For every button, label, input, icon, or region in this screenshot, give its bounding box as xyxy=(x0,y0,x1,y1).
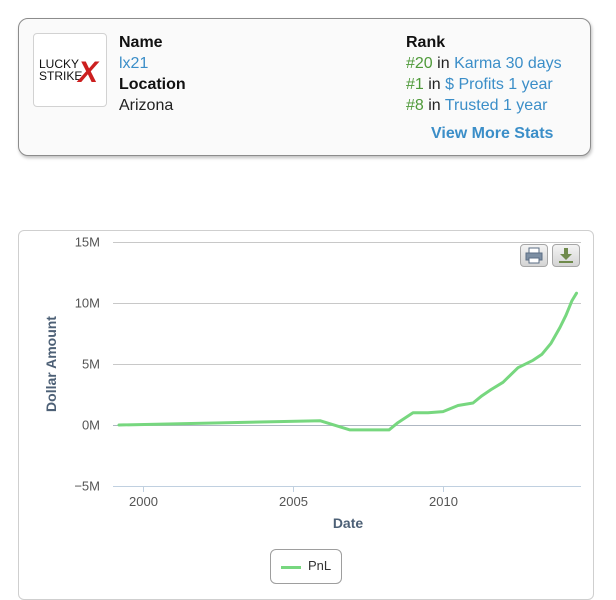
name-label: Name xyxy=(119,34,163,51)
rank-number: #20 xyxy=(406,55,433,72)
rank-link-profits[interactable]: $ Profits 1 year xyxy=(445,76,553,93)
rank-row-karma: #20 in Karma 30 days xyxy=(406,53,562,74)
rank-number: #1 xyxy=(406,76,424,93)
rank-in: in xyxy=(437,55,450,72)
profile-card: LUCKY STRIKE X Name lx21 Location Arizon… xyxy=(18,18,591,156)
printer-icon xyxy=(525,247,543,264)
location-label: Location xyxy=(119,76,186,93)
location-value: Arizona xyxy=(119,97,174,114)
rank-row-trusted: #8 in Trusted 1 year xyxy=(406,95,562,116)
chart-card xyxy=(18,230,594,600)
lucky-strike-logo-icon: LUCKY STRIKE X xyxy=(39,56,100,89)
logo-line2: STRIKE xyxy=(39,69,82,83)
logo-line1: LUCKY xyxy=(39,57,79,71)
view-more-stats-link[interactable]: View More Stats xyxy=(431,125,554,142)
rank-row-profits: #1 in $ Profits 1 year xyxy=(406,74,562,95)
rank-label: Rank xyxy=(406,34,446,51)
name-value-link[interactable]: lx21 xyxy=(119,55,149,72)
rank-in: in xyxy=(428,76,441,93)
rank-number: #8 xyxy=(406,97,424,114)
profile-logo: LUCKY STRIKE X xyxy=(33,33,107,107)
legend-item-pnl[interactable]: PnL xyxy=(270,549,342,584)
export-chart-button[interactable] xyxy=(552,244,580,267)
print-chart-button[interactable] xyxy=(520,244,548,267)
logo-mark: X xyxy=(76,56,100,89)
legend-swatch xyxy=(281,566,301,569)
download-icon xyxy=(559,248,573,263)
rank-link-karma[interactable]: Karma 30 days xyxy=(454,55,562,72)
legend-label-pnl: PnL xyxy=(308,558,332,573)
rank-in: in xyxy=(428,97,441,114)
rank-link-trusted[interactable]: Trusted 1 year xyxy=(444,97,548,114)
profile-info: Name lx21 Location Arizona xyxy=(119,32,186,116)
rank-section: Rank #20 in Karma 30 days #1 in $ Profit… xyxy=(406,32,562,116)
